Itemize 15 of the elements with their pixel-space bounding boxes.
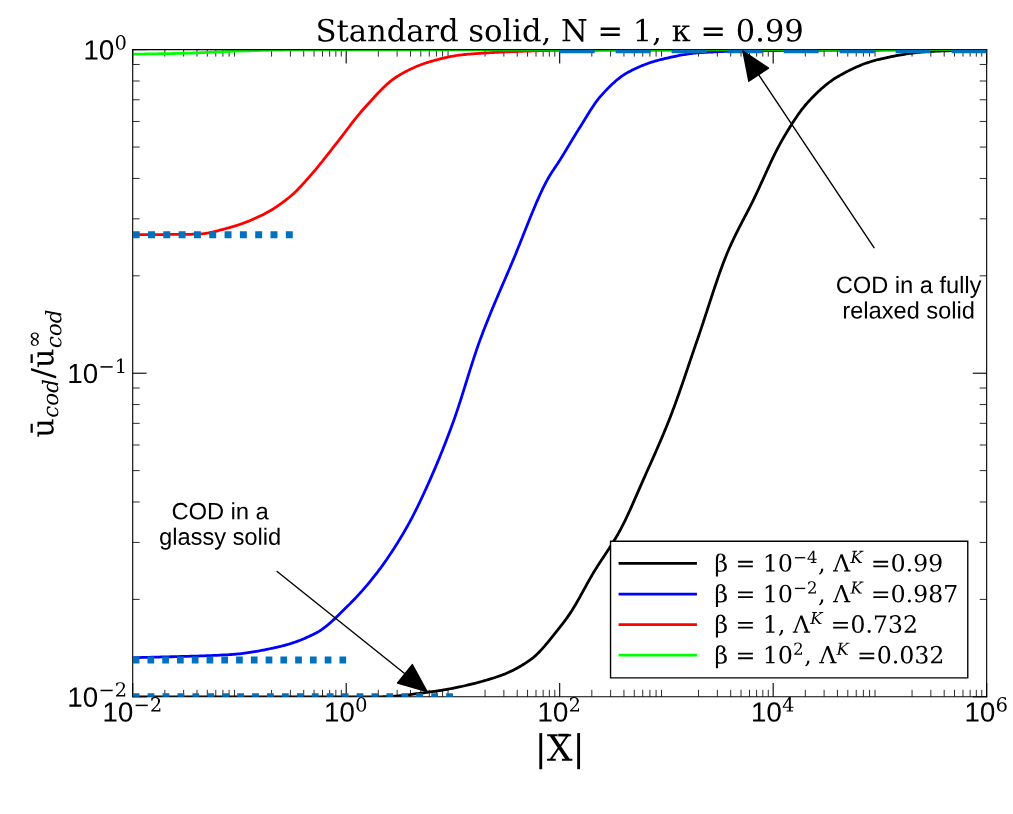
x-tick-label: 10$^{4}$ (753, 697, 794, 722)
legend-label: β = 1, Λ$^{K}$ =0.732 (715, 612, 916, 638)
legend-label: β = 10$^{2}$, Λ$^{K}$ =0.032 (715, 642, 943, 669)
x-tick-label: 10$^{6}$ (966, 697, 1007, 722)
chart-title: Standard solid, N = 1, κ = 0.99 (318, 18, 802, 46)
y-tick-label: 10$^{−1}$ (69, 358, 125, 384)
x-tick-label: 10$^{0}$ (326, 697, 367, 722)
y-tick-label: 10$^{0}$ (85, 35, 126, 60)
legend-label: β = 10$^{−2}$, Λ$^{K}$ =0.987 (715, 581, 957, 608)
x-axis-title: |X̄| (539, 733, 581, 770)
annotation: COD in a glassy solid (160, 502, 280, 550)
x-tick-label: 10$^{2}$ (539, 697, 580, 722)
legend-label: β = 10$^{−4}$, Λ$^{K}$ =0.99 (715, 550, 942, 577)
y-axis-title: ū$_{cod}$/ū$^{∞}$$_{cod}$ (30, 310, 62, 437)
annotation: COD in a fully relaxed solid (837, 275, 982, 319)
